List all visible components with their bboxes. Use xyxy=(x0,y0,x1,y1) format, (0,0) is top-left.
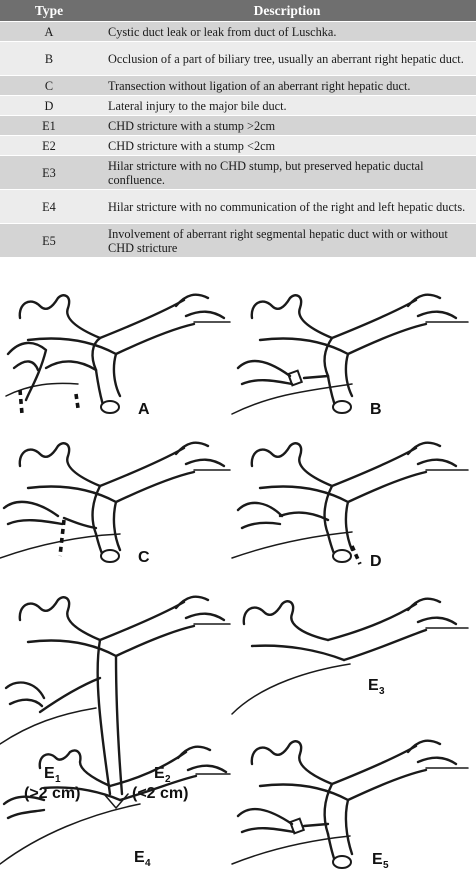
table-row: D Lateral injury to the major bile duct. xyxy=(0,95,476,116)
description-cell: Transection without ligation of an aberr… xyxy=(98,75,476,96)
type-cell: E2 xyxy=(0,135,98,156)
panel-e5-drawing: E 5 xyxy=(231,739,469,871)
table-row: E4 Hilar stricture with no communication… xyxy=(0,189,476,224)
panel-e4-label: E xyxy=(134,849,145,866)
panel-a-label: A xyxy=(138,401,150,418)
type-cell: C xyxy=(0,75,98,96)
table-row: E2 CHD stricture with a stump <2cm xyxy=(0,135,476,156)
type-cell: E1 xyxy=(0,115,98,136)
description-column-header: Description xyxy=(98,0,476,22)
description-cell: Cystic duct leak or leak from duct of Lu… xyxy=(98,21,476,42)
panel-e5-label: E xyxy=(372,851,383,868)
panel-e2-label: E xyxy=(154,765,165,782)
panel-e3-subscript: 3 xyxy=(379,686,385,697)
type-cell: E3 xyxy=(0,155,98,190)
description-cell: Hilar stricture with no communication of… xyxy=(98,189,476,224)
table-header-row: Type Description xyxy=(0,0,476,22)
type-cell: B xyxy=(0,41,98,76)
panel-b-drawing: B xyxy=(231,293,469,418)
panel-e1-label: E xyxy=(44,765,55,782)
panel-e1-subscript: 1 xyxy=(55,774,61,785)
description-cell: Involvement of aberrant right segmental … xyxy=(98,223,476,258)
type-cell: E5 xyxy=(0,223,98,258)
bile-duct-injury-figure: A B C xyxy=(0,293,469,871)
panel-e3-drawing: E 3 xyxy=(231,597,469,715)
panel-b-label: B xyxy=(370,401,382,418)
table-row: E5 Involvement of aberrant right segment… xyxy=(0,223,476,258)
panel-e2-note: (<2 cm) xyxy=(132,785,188,802)
classification-table: Type Description A Cystic duct leak or l… xyxy=(0,0,476,258)
description-cell: Lateral injury to the major bile duct. xyxy=(98,95,476,116)
type-cell: D xyxy=(0,95,98,116)
description-cell: Hilar stricture with no CHD stump, but p… xyxy=(98,155,476,190)
panel-e1-e2-drawing: E 1 (>2 cm) E 2 (<2 cm) xyxy=(0,595,231,810)
table-row: C Transection without ligation of an abe… xyxy=(0,75,476,96)
type-column-header: Type xyxy=(0,0,98,22)
table-row: A Cystic duct leak or leak from duct of … xyxy=(0,21,476,42)
table-row: E1 CHD stricture with a stump >2cm xyxy=(0,115,476,136)
panel-e4-drawing: E 4 xyxy=(0,745,231,869)
type-cell: A xyxy=(0,21,98,42)
panel-a-drawing: A xyxy=(5,293,231,418)
description-cell: CHD stricture with a stump <2cm xyxy=(98,135,476,156)
type-cell: E4 xyxy=(0,189,98,224)
description-cell: Occlusion of a part of biliary tree, usu… xyxy=(98,41,476,76)
description-cell: CHD stricture with a stump >2cm xyxy=(98,115,476,136)
panel-c-drawing: C xyxy=(0,441,231,566)
panel-c-label: C xyxy=(138,549,150,566)
panel-d-label: D xyxy=(370,553,382,570)
panel-e3-label: E xyxy=(368,677,379,694)
panel-e5-subscript: 5 xyxy=(383,860,389,871)
panel-e4-subscript: 4 xyxy=(145,858,151,869)
table-row: B Occlusion of a part of biliary tree, u… xyxy=(0,41,476,76)
panel-e2-subscript: 2 xyxy=(165,774,171,785)
panel-d-drawing: D xyxy=(231,441,469,570)
table-row: E3 Hilar stricture with no CHD stump, bu… xyxy=(0,155,476,190)
